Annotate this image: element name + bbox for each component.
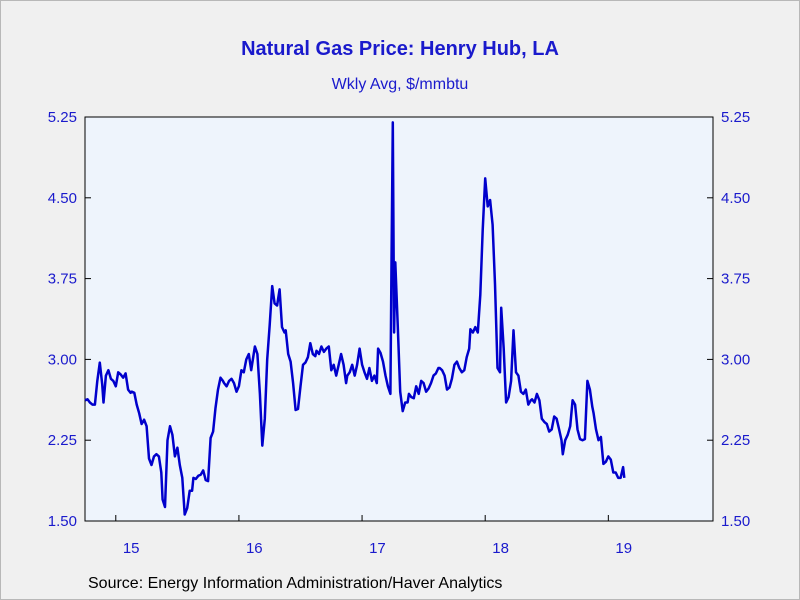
right-y-axis: 1.50 2.25 3.00 3.75 4.50 5.25: [707, 109, 750, 530]
left-y-tick-label: 3.00: [48, 351, 77, 368]
source-note: Source: Energy Information Administratio…: [88, 575, 503, 592]
chart-title: Natural Gas Price: Henry Hub, LA: [241, 38, 559, 60]
x-tick-label: 15: [123, 540, 140, 557]
left-y-tick-label: 5.25: [48, 109, 77, 126]
left-y-axis: 1.50 2.25 3.00 3.75 4.50 5.25: [48, 109, 91, 530]
plot-area: [84, 116, 714, 522]
price-series-line: [84, 121, 626, 516]
x-tick-label: 18: [492, 540, 509, 557]
left-y-tick-label: 3.75: [48, 271, 77, 288]
right-y-tick-label: 1.50: [721, 513, 750, 530]
x-tick-label: 19: [615, 540, 632, 557]
right-y-tick-label: 3.00: [721, 351, 750, 368]
left-y-tick-label: 2.25: [48, 432, 77, 449]
left-y-tick-label: 4.50: [48, 190, 77, 207]
right-y-tick-label: 3.75: [721, 271, 750, 288]
x-tick-label: 17: [369, 540, 386, 557]
x-axis: 15 16 17 18 19: [115, 515, 632, 557]
left-y-tick-label: 1.50: [48, 513, 77, 530]
right-y-tick-label: 5.25: [721, 109, 750, 126]
right-y-tick-label: 2.25: [721, 432, 750, 449]
x-tick-label: 16: [246, 540, 263, 557]
chart-subtitle: Wkly Avg, $/mmbtu: [331, 76, 469, 93]
right-y-tick-label: 4.50: [721, 190, 750, 207]
